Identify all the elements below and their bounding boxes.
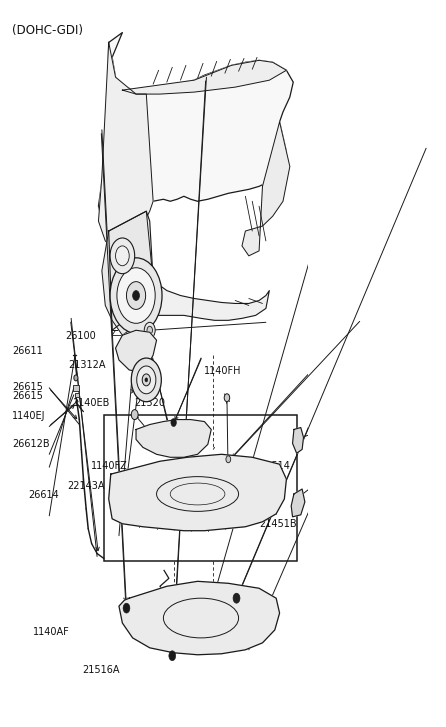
Text: 21516A: 21516A [82, 665, 120, 675]
Circle shape [117, 268, 155, 324]
Polygon shape [99, 33, 293, 231]
Circle shape [123, 603, 130, 613]
Text: 26614: 26614 [29, 490, 59, 499]
Bar [104, 414, 297, 561]
Bar [74, 393, 78, 397]
Polygon shape [109, 211, 269, 330]
Circle shape [144, 322, 155, 338]
Circle shape [127, 281, 146, 310]
Text: 21312A: 21312A [68, 360, 106, 370]
Text: 26100: 26100 [65, 331, 96, 341]
Polygon shape [293, 427, 303, 454]
Polygon shape [136, 419, 211, 457]
Text: 26615: 26615 [12, 391, 43, 401]
Circle shape [74, 375, 78, 381]
Circle shape [131, 358, 161, 402]
Polygon shape [99, 42, 153, 251]
Text: 26612B: 26612B [12, 439, 50, 449]
Circle shape [131, 409, 138, 419]
Polygon shape [109, 454, 286, 531]
Circle shape [226, 456, 231, 463]
Text: 21513A: 21513A [158, 638, 196, 648]
Polygon shape [116, 330, 157, 372]
Text: 1140EJ: 1140EJ [12, 411, 45, 421]
Text: 21512: 21512 [192, 614, 223, 624]
Text: 1140AF: 1140AF [33, 627, 70, 637]
Circle shape [224, 394, 230, 402]
Circle shape [110, 258, 162, 333]
Text: 26615: 26615 [12, 382, 43, 392]
Text: 1140FZ: 1140FZ [91, 461, 128, 471]
Text: 1140EB: 1140EB [73, 398, 110, 408]
Circle shape [137, 366, 156, 394]
Circle shape [132, 291, 140, 300]
Polygon shape [119, 582, 280, 655]
Text: 21514: 21514 [259, 461, 290, 471]
Circle shape [116, 246, 129, 266]
Text: 26611: 26611 [12, 346, 43, 356]
Circle shape [233, 593, 240, 603]
Text: 1430JC: 1430JC [161, 490, 195, 499]
Circle shape [142, 374, 150, 386]
Text: 21520: 21520 [134, 398, 165, 408]
Circle shape [145, 378, 148, 382]
Circle shape [169, 651, 176, 661]
Text: 21510A: 21510A [216, 638, 254, 648]
Text: 21451B: 21451B [259, 518, 297, 529]
Text: 1140FH: 1140FH [204, 366, 241, 376]
Circle shape [110, 238, 135, 273]
Polygon shape [122, 60, 286, 94]
Circle shape [171, 419, 176, 427]
Text: 22143A: 22143A [67, 481, 104, 491]
Polygon shape [291, 489, 305, 517]
Text: (DOHC-GDI): (DOHC-GDI) [12, 25, 83, 37]
Polygon shape [102, 211, 153, 335]
Polygon shape [242, 122, 290, 256]
Bar [73, 385, 79, 391]
Circle shape [147, 326, 153, 334]
